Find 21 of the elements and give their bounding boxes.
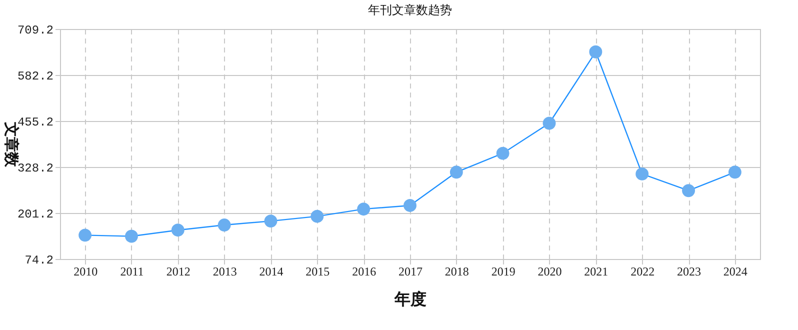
x-tick-label: 2022 <box>630 264 655 278</box>
x-tick-label: 2021 <box>584 264 608 278</box>
y-tick-label: 201.2 <box>17 208 54 222</box>
x-tick-label: 2015 <box>306 264 330 278</box>
x-tick-label: 2014 <box>259 264 284 278</box>
x-tick-label: 2024 <box>723 264 748 278</box>
x-tick-label: 2020 <box>538 264 562 278</box>
y-tick-label: 709.2 <box>17 24 54 38</box>
x-tick-label: 2013 <box>212 264 237 278</box>
x-tick-label: 2010 <box>74 264 98 278</box>
x-tick-label: 2017 <box>398 264 422 278</box>
x-tick-label: 2011 <box>120 264 144 278</box>
x-tick-label: 2016 <box>352 264 376 278</box>
x-tick-label: 2012 <box>166 264 190 278</box>
x-tick-label: 2023 <box>677 264 702 278</box>
x-axis-title: 年度 <box>394 290 426 308</box>
y-tick-label: 74.2 <box>24 254 54 268</box>
x-tick-label: 2018 <box>444 264 469 278</box>
chart-title: 年刊文章数趋势 <box>368 3 452 17</box>
x-tick-label: 2019 <box>491 264 516 278</box>
y-tick-label: 582.2 <box>17 70 54 84</box>
